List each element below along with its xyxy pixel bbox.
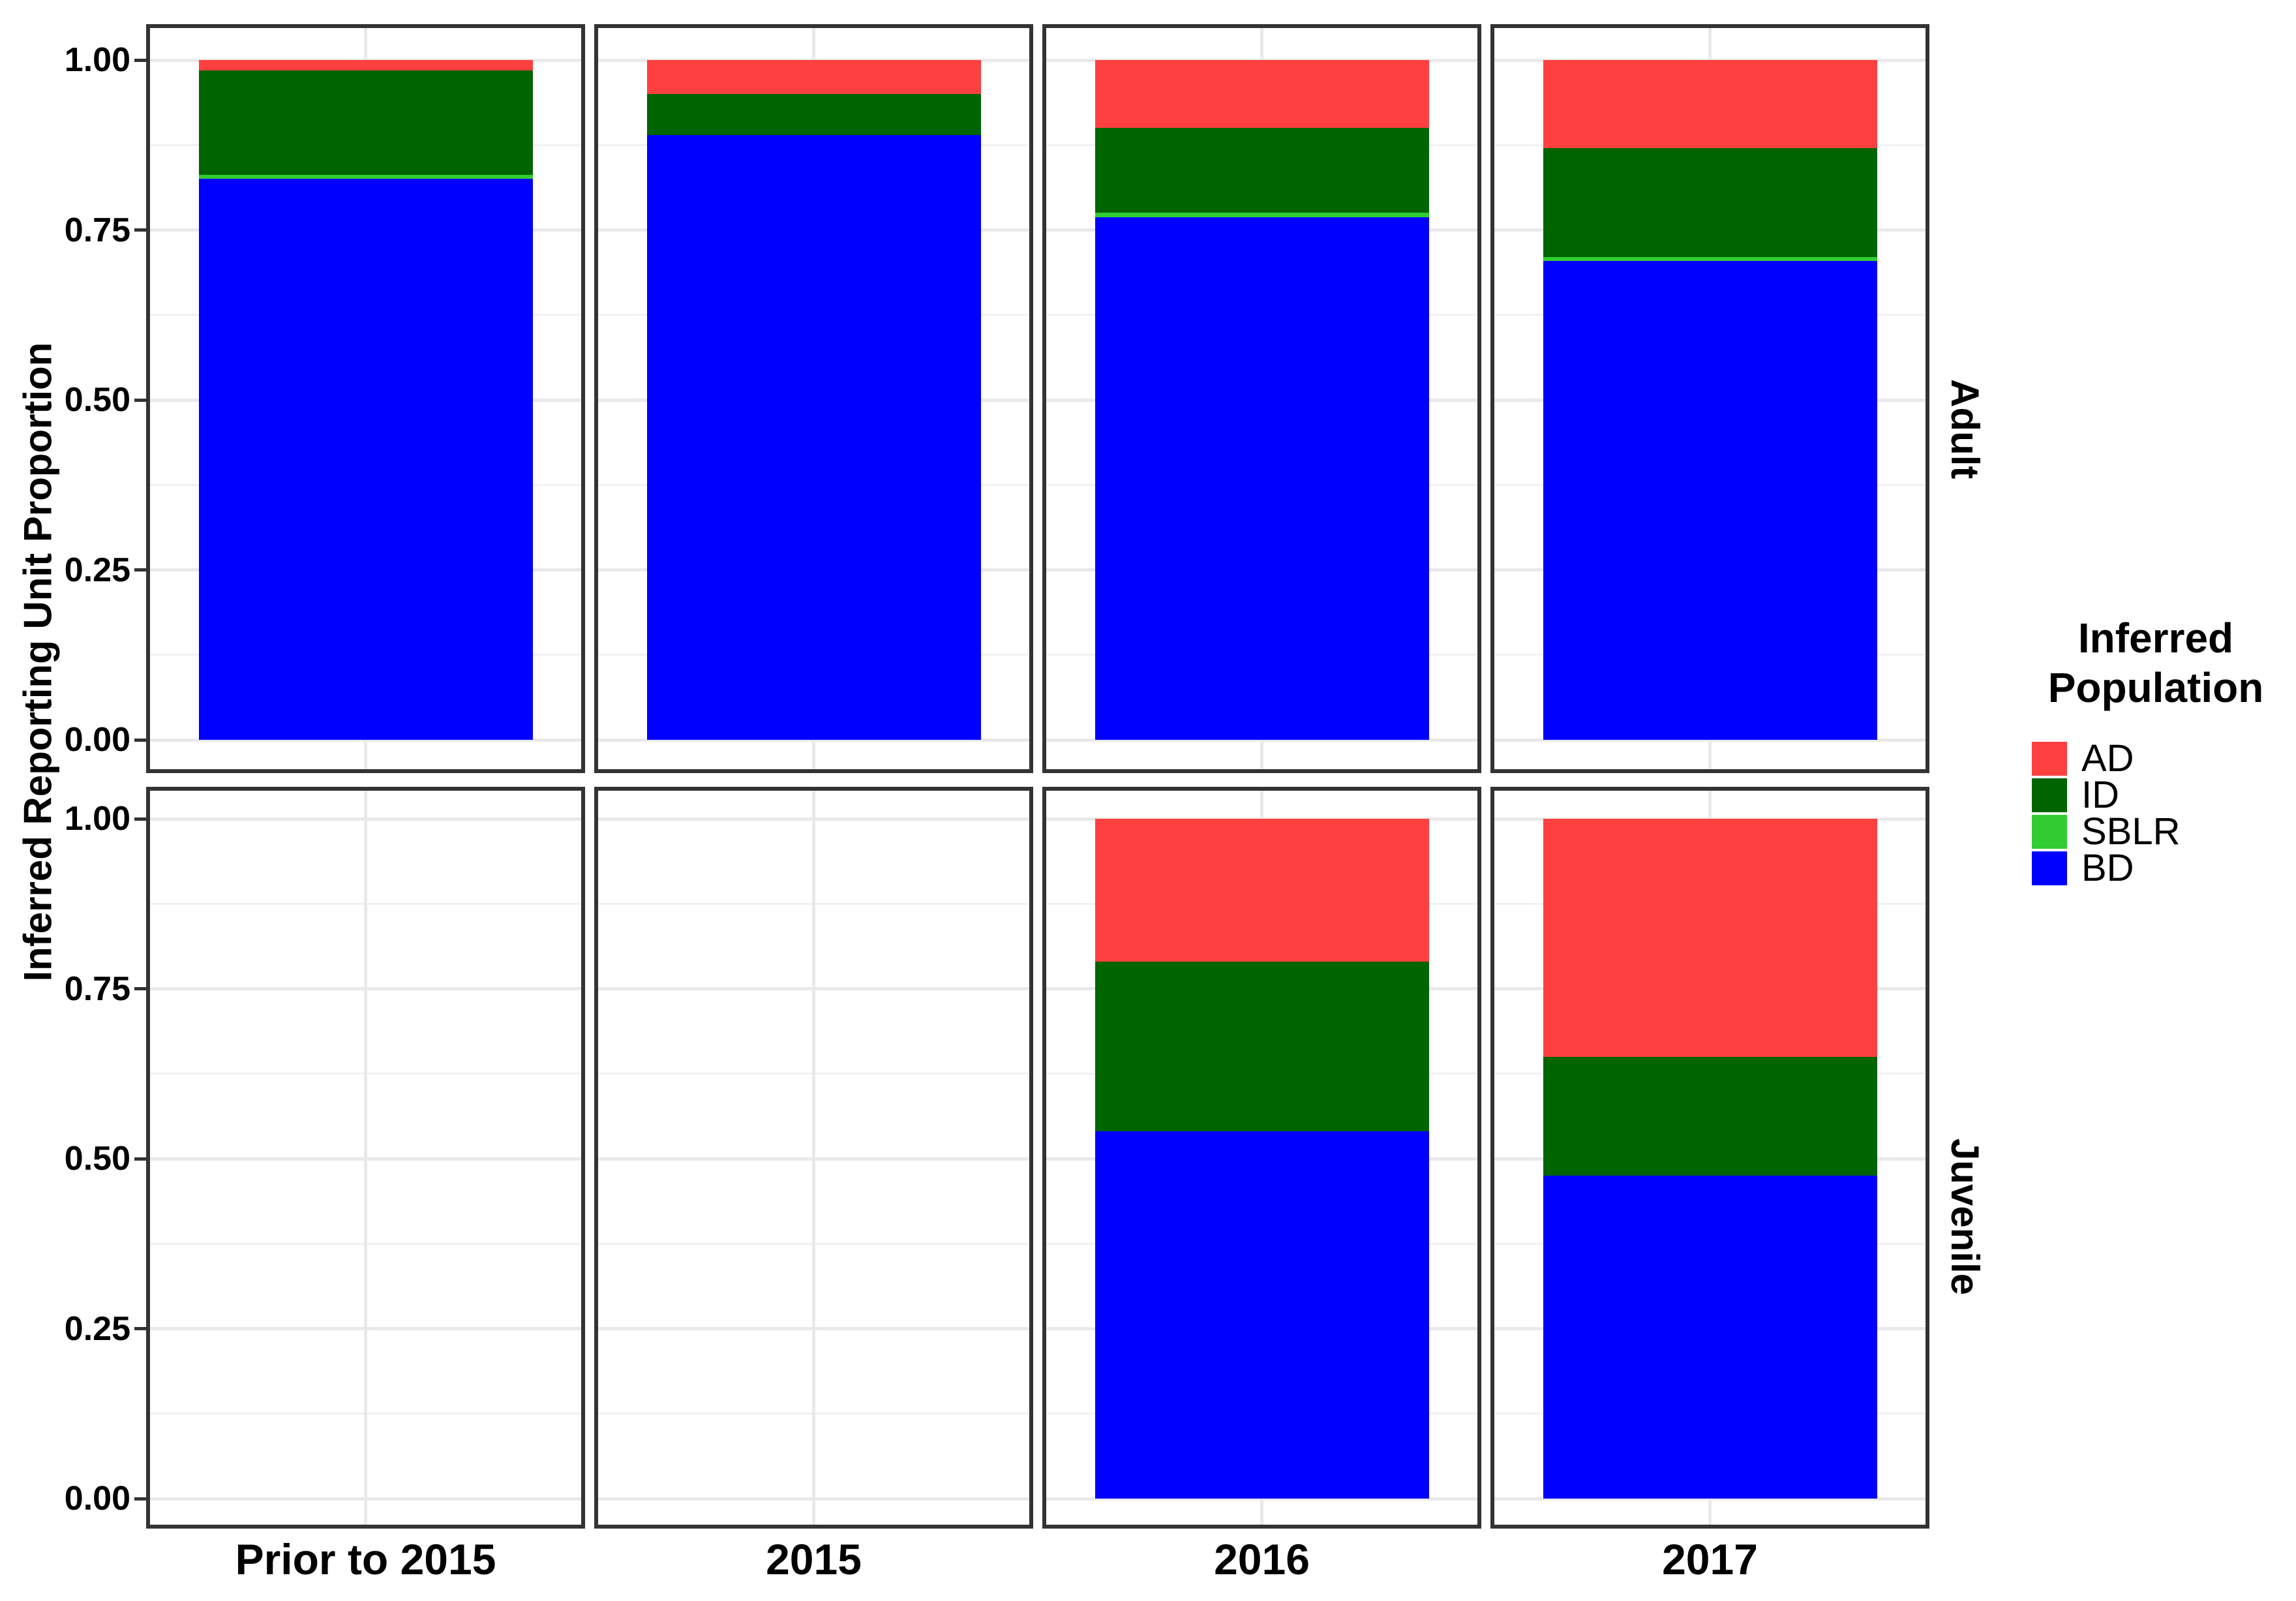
y-axis-title: Inferred Reporting Unit Proportion — [16, 342, 60, 982]
bar-segment-id — [1543, 1056, 1877, 1176]
legend-swatch-sblr — [2032, 815, 2067, 849]
legend-title-line1: Inferred — [2077, 615, 2234, 662]
y-tick-mark — [134, 817, 146, 821]
y-tick-label: 1.00 — [64, 41, 130, 79]
bar-segment-bd — [1095, 1131, 1429, 1499]
bar-segment-bd — [1543, 261, 1877, 740]
panel-adult-3 — [1042, 24, 1481, 773]
y-tick-mark — [134, 568, 146, 572]
bar-segment-id — [198, 70, 533, 175]
bar-segment-bd — [198, 179, 533, 740]
bar-segment-bd — [1095, 217, 1429, 740]
bar-segment-id — [646, 94, 981, 135]
legend-swatch-bd — [2032, 851, 2067, 885]
panel-juvenile-3 — [1042, 787, 1481, 1529]
bar-segment-ad — [1543, 60, 1877, 149]
bar-segment-ad — [646, 60, 981, 95]
legend-label-bd: BD — [2081, 847, 2134, 889]
bar-segment-ad — [1095, 819, 1429, 962]
y-tick-label: 1.00 — [64, 800, 130, 838]
facet-strip-label-adult: Adult — [1943, 379, 1987, 480]
y-tick-mark — [134, 738, 146, 742]
bar-segment-bd — [1543, 1176, 1877, 1499]
bar-segment-sblr — [198, 175, 533, 179]
y-tick-mark — [134, 1327, 146, 1330]
panel-juvenile-1 — [146, 787, 585, 1529]
y-tick-mark — [134, 1157, 146, 1161]
y-tick-mark — [134, 987, 146, 990]
facet-strip-label-juvenile: Juvenile — [1943, 1138, 1987, 1295]
bar-segment-id — [1543, 148, 1877, 258]
bar-segment-id — [1095, 128, 1429, 213]
y-tick-label: 0.25 — [64, 551, 130, 589]
legend-title: Inferred Population — [2025, 613, 2286, 712]
x-axis-label-4: 2017 — [1662, 1535, 1758, 1583]
bar-segment-sblr — [1543, 257, 1877, 262]
y-tick-label: 0.00 — [64, 1480, 130, 1517]
bar-segment-ad — [198, 60, 533, 70]
y-tick-label: 0.50 — [64, 1140, 130, 1178]
y-tick-mark — [134, 228, 146, 232]
y-tick-mark — [134, 398, 146, 402]
legend-title-line2: Population — [2047, 664, 2264, 711]
bar-segment-bd — [646, 134, 981, 740]
y-tick-mark — [134, 58, 146, 62]
x-axis-label-2: 2015 — [766, 1535, 862, 1583]
x-axis-label-1: Prior to 2015 — [235, 1535, 496, 1583]
panel-adult-2 — [594, 24, 1033, 773]
panel-juvenile-4 — [1490, 787, 1929, 1529]
legend-swatch-ad — [2032, 742, 2067, 776]
gridline-vertical — [364, 791, 367, 1525]
bar-segment-ad — [1095, 60, 1429, 129]
legend-swatch-id — [2032, 778, 2067, 812]
bar-segment-sblr — [1095, 213, 1429, 217]
y-tick-label: 0.50 — [64, 381, 130, 419]
panel-adult-1 — [146, 24, 585, 773]
gridline-vertical — [812, 791, 815, 1525]
bar-segment-ad — [1543, 819, 1877, 1057]
y-tick-label: 0.00 — [64, 721, 130, 759]
panel-juvenile-2 — [594, 787, 1033, 1529]
panel-adult-4 — [1490, 24, 1929, 773]
y-tick-mark — [134, 1497, 146, 1501]
y-tick-label: 0.75 — [64, 211, 130, 249]
legend-label-id: ID — [2081, 774, 2119, 816]
y-tick-label: 0.25 — [64, 1309, 130, 1348]
y-tick-label: 0.75 — [64, 969, 130, 1008]
legend-label-sblr: SBLR — [2081, 810, 2181, 853]
x-axis-label-3: 2016 — [1214, 1535, 1310, 1583]
legend-label-ad: AD — [2081, 737, 2134, 780]
bar-segment-id — [1095, 961, 1429, 1132]
